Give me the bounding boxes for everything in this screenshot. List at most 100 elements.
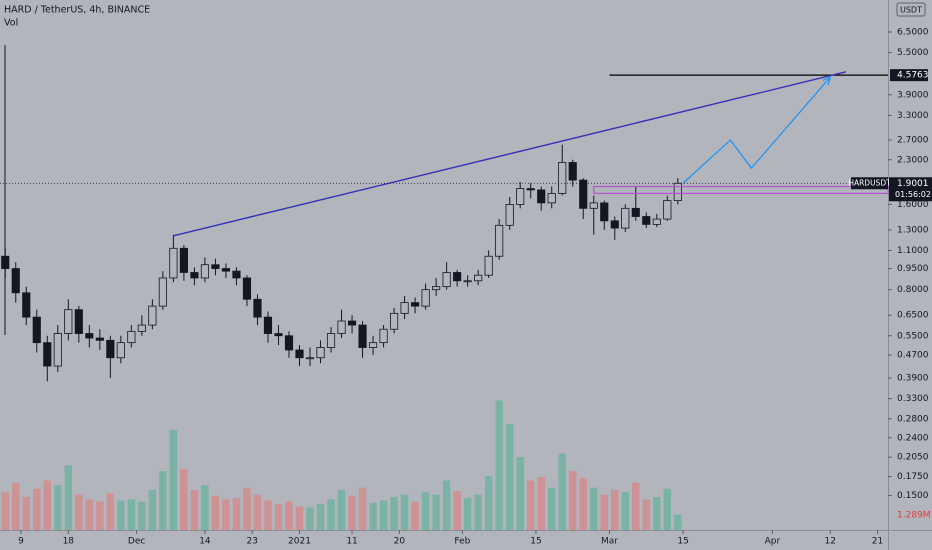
candle-body xyxy=(484,255,493,276)
volume-bar xyxy=(348,495,356,530)
volume-bar xyxy=(148,489,157,530)
volume-bar xyxy=(106,493,115,530)
candle-body xyxy=(1,255,10,269)
candle-body xyxy=(474,274,483,282)
candle-body xyxy=(127,330,136,344)
volume-bar xyxy=(190,489,199,530)
volume-bar xyxy=(558,453,566,530)
x-tick-label: Feb xyxy=(454,537,470,547)
currency-box[interactable] xyxy=(896,2,926,17)
volume-bar xyxy=(12,482,20,530)
x-tick-label: 2021 xyxy=(288,537,311,547)
volume-bar xyxy=(295,506,304,530)
volume-bar xyxy=(159,471,167,530)
x-tick-label: Apr xyxy=(765,537,781,547)
indicator-label: Vol xyxy=(4,18,18,29)
candle-body xyxy=(337,320,346,334)
currency-label[interactable]: USDT xyxy=(900,6,922,15)
candle-body xyxy=(568,162,577,181)
volume-bar xyxy=(390,497,398,530)
y-tick-label: 0.2050 xyxy=(897,453,929,463)
candle-body xyxy=(95,337,104,341)
projection-arrowhead xyxy=(822,76,832,86)
y-tick-label: 0.2400 xyxy=(897,433,929,443)
candle-body xyxy=(221,268,231,272)
volume-bar xyxy=(537,477,545,530)
volume-bar xyxy=(169,429,178,530)
volume-bar xyxy=(274,504,283,530)
y-tick-label: 0.8000 xyxy=(897,285,929,295)
y-tick-label: 0.1750 xyxy=(897,472,929,482)
last-price-tag xyxy=(889,177,932,202)
volume-bar xyxy=(569,471,577,530)
y-tick-label: 0.6500 xyxy=(897,311,929,321)
candle-body xyxy=(200,264,210,279)
candle-body xyxy=(526,188,535,191)
x-tick-label: Dec xyxy=(128,537,145,547)
trend-line xyxy=(173,71,847,237)
volume-bar xyxy=(506,424,514,530)
candle-body xyxy=(358,324,367,348)
symbol-label: HARDUSDT xyxy=(848,178,891,187)
candle-body xyxy=(600,202,609,222)
volume-bar xyxy=(611,489,619,530)
drawing-layer xyxy=(0,71,889,237)
candle-body xyxy=(11,268,20,294)
volume-bar xyxy=(432,494,440,530)
candle-body xyxy=(326,333,336,348)
volume-bar xyxy=(243,487,251,530)
candle-body xyxy=(32,316,41,344)
volume-bar xyxy=(653,497,661,530)
candle-body xyxy=(347,320,357,326)
volume-bar xyxy=(421,492,430,530)
y-tick-label: 0.2800 xyxy=(897,414,929,424)
volume-bar xyxy=(264,500,272,530)
candle-body xyxy=(442,272,451,288)
x-tick-label: 11 xyxy=(346,537,357,547)
candle-body xyxy=(85,333,94,339)
volume-bar xyxy=(232,498,241,530)
volume-bar xyxy=(201,485,209,530)
y-tick-label: 0.5500 xyxy=(897,331,929,341)
volume-bar xyxy=(642,499,650,530)
volume-bar xyxy=(96,501,104,530)
volume-bar xyxy=(516,456,524,530)
volume-bar xyxy=(379,500,388,530)
volume-bar xyxy=(400,494,409,530)
x-tick-label: 20 xyxy=(394,537,406,547)
volume-bar xyxy=(442,480,451,530)
projection-path xyxy=(682,76,831,184)
countdown-label: 01:56:02 xyxy=(895,190,931,199)
level-label: 4.5763 xyxy=(897,71,929,81)
candle-body xyxy=(453,272,462,282)
volume-bar xyxy=(579,478,587,530)
candle-body xyxy=(589,202,598,209)
candle-body xyxy=(53,333,62,367)
chart-title: HARD / TetherUS, 4h, BINANCE xyxy=(4,5,150,16)
candle-body xyxy=(274,333,283,337)
candle-body xyxy=(652,218,661,225)
candle-body xyxy=(432,286,441,291)
candle-body xyxy=(621,207,630,229)
volume-bar xyxy=(369,502,377,530)
y-tick-label: 3.9000 xyxy=(897,90,929,100)
x-tick-label: 12 xyxy=(824,537,835,547)
volume-bar xyxy=(484,475,493,530)
volume-bar xyxy=(495,400,503,530)
volume-bar xyxy=(463,498,472,530)
volume-bar xyxy=(474,494,482,530)
y-tick-label: 6.5000 xyxy=(897,27,929,37)
candle-body xyxy=(106,339,115,359)
y-tick-label: 1.3000 xyxy=(897,225,929,235)
candle-body xyxy=(579,179,588,209)
candle-body xyxy=(663,200,672,220)
candle-body xyxy=(368,342,378,348)
volume-bar xyxy=(117,500,125,530)
y-tick-label: 2.3000 xyxy=(897,155,929,165)
volume-bar xyxy=(316,504,325,530)
volume-bar xyxy=(453,491,461,530)
candle-body xyxy=(463,280,472,283)
candle-body xyxy=(169,247,178,279)
